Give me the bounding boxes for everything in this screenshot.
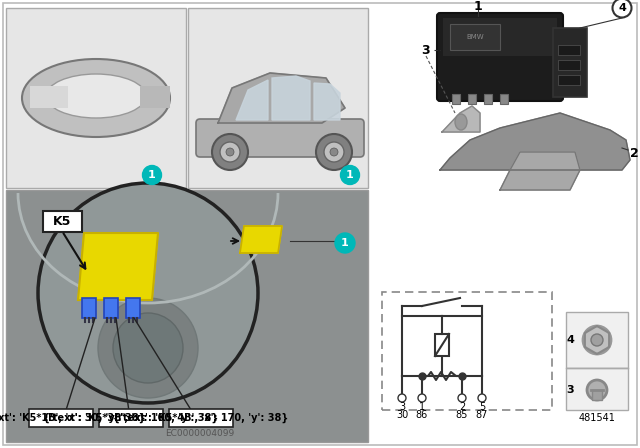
Circle shape — [587, 380, 607, 400]
Text: 87: 87 — [476, 410, 488, 420]
Text: 1: 1 — [341, 238, 349, 248]
Bar — [126, 298, 140, 318]
Bar — [592, 390, 602, 400]
Text: 1: 1 — [346, 170, 354, 180]
Ellipse shape — [46, 74, 146, 118]
Polygon shape — [440, 113, 630, 170]
Text: 1: 1 — [474, 0, 483, 13]
Circle shape — [458, 394, 466, 402]
Text: 3: 3 — [399, 402, 405, 412]
Circle shape — [316, 134, 352, 170]
Circle shape — [212, 134, 248, 170]
Polygon shape — [218, 73, 345, 123]
Text: {'text': 'K5*4B', 'x': 170, 'y': 38}: {'text': 'K5*4B', 'x': 170, 'y': 38} — [113, 413, 289, 423]
Circle shape — [418, 394, 426, 402]
FancyBboxPatch shape — [169, 409, 233, 427]
Polygon shape — [500, 152, 580, 190]
Text: 5: 5 — [479, 402, 485, 412]
Text: 86: 86 — [416, 410, 428, 420]
FancyBboxPatch shape — [99, 409, 163, 427]
Bar — [188, 8, 368, 188]
Circle shape — [398, 394, 406, 402]
Text: BMW: BMW — [466, 34, 484, 40]
Polygon shape — [442, 106, 480, 132]
Text: {'text': 'K5*3B', 'x': 100, 'y': 38}: {'text': 'K5*3B', 'x': 100, 'y': 38} — [44, 413, 219, 423]
Circle shape — [478, 394, 486, 402]
Circle shape — [143, 165, 161, 185]
Circle shape — [220, 142, 240, 162]
Bar — [140, 86, 170, 108]
Text: 481541: 481541 — [579, 413, 616, 423]
Circle shape — [340, 165, 360, 185]
Polygon shape — [78, 233, 158, 300]
Text: 2: 2 — [630, 146, 638, 159]
Circle shape — [38, 183, 258, 403]
Circle shape — [335, 233, 355, 253]
Bar — [558, 60, 580, 70]
Bar — [104, 298, 118, 318]
Bar — [6, 190, 368, 442]
Polygon shape — [240, 226, 282, 253]
Text: 4: 4 — [618, 3, 626, 13]
Bar — [30, 86, 68, 108]
Bar — [500, 94, 508, 104]
Bar — [484, 94, 492, 104]
Ellipse shape — [22, 59, 170, 137]
Bar — [382, 292, 552, 410]
FancyBboxPatch shape — [553, 28, 587, 97]
Polygon shape — [236, 80, 268, 120]
Text: 85: 85 — [456, 410, 468, 420]
Bar — [468, 94, 476, 104]
Text: K5: K5 — [53, 215, 71, 228]
Text: 30: 30 — [396, 410, 408, 420]
Text: 3: 3 — [566, 385, 574, 395]
Circle shape — [98, 298, 198, 398]
Circle shape — [226, 148, 234, 156]
Text: 1: 1 — [148, 170, 156, 180]
Bar — [435, 334, 449, 356]
Circle shape — [330, 148, 338, 156]
Polygon shape — [272, 76, 310, 120]
Bar — [450, 24, 500, 50]
Text: 3: 3 — [422, 43, 430, 56]
Text: 4: 4 — [566, 335, 574, 345]
FancyBboxPatch shape — [29, 409, 93, 427]
Text: {'text': 'K5*1B', 'x': 30, 'y': 38}: {'text': 'K5*1B', 'x': 30, 'y': 38} — [0, 413, 145, 423]
Bar — [443, 18, 557, 56]
Text: 2: 2 — [459, 402, 465, 412]
Circle shape — [113, 313, 183, 383]
Text: EC0000004099: EC0000004099 — [165, 429, 235, 438]
Circle shape — [324, 142, 344, 162]
FancyBboxPatch shape — [196, 119, 364, 157]
Polygon shape — [314, 83, 340, 120]
Circle shape — [612, 0, 632, 17]
Bar — [566, 312, 628, 368]
Bar — [452, 94, 460, 104]
FancyBboxPatch shape — [42, 211, 81, 232]
Ellipse shape — [455, 114, 467, 130]
Circle shape — [583, 326, 611, 354]
Bar — [6, 8, 186, 188]
Text: 1: 1 — [419, 402, 425, 412]
Bar — [558, 45, 580, 55]
Bar — [82, 298, 96, 318]
Bar — [558, 75, 580, 85]
Bar — [566, 368, 628, 410]
FancyBboxPatch shape — [437, 13, 563, 101]
Circle shape — [591, 334, 603, 346]
